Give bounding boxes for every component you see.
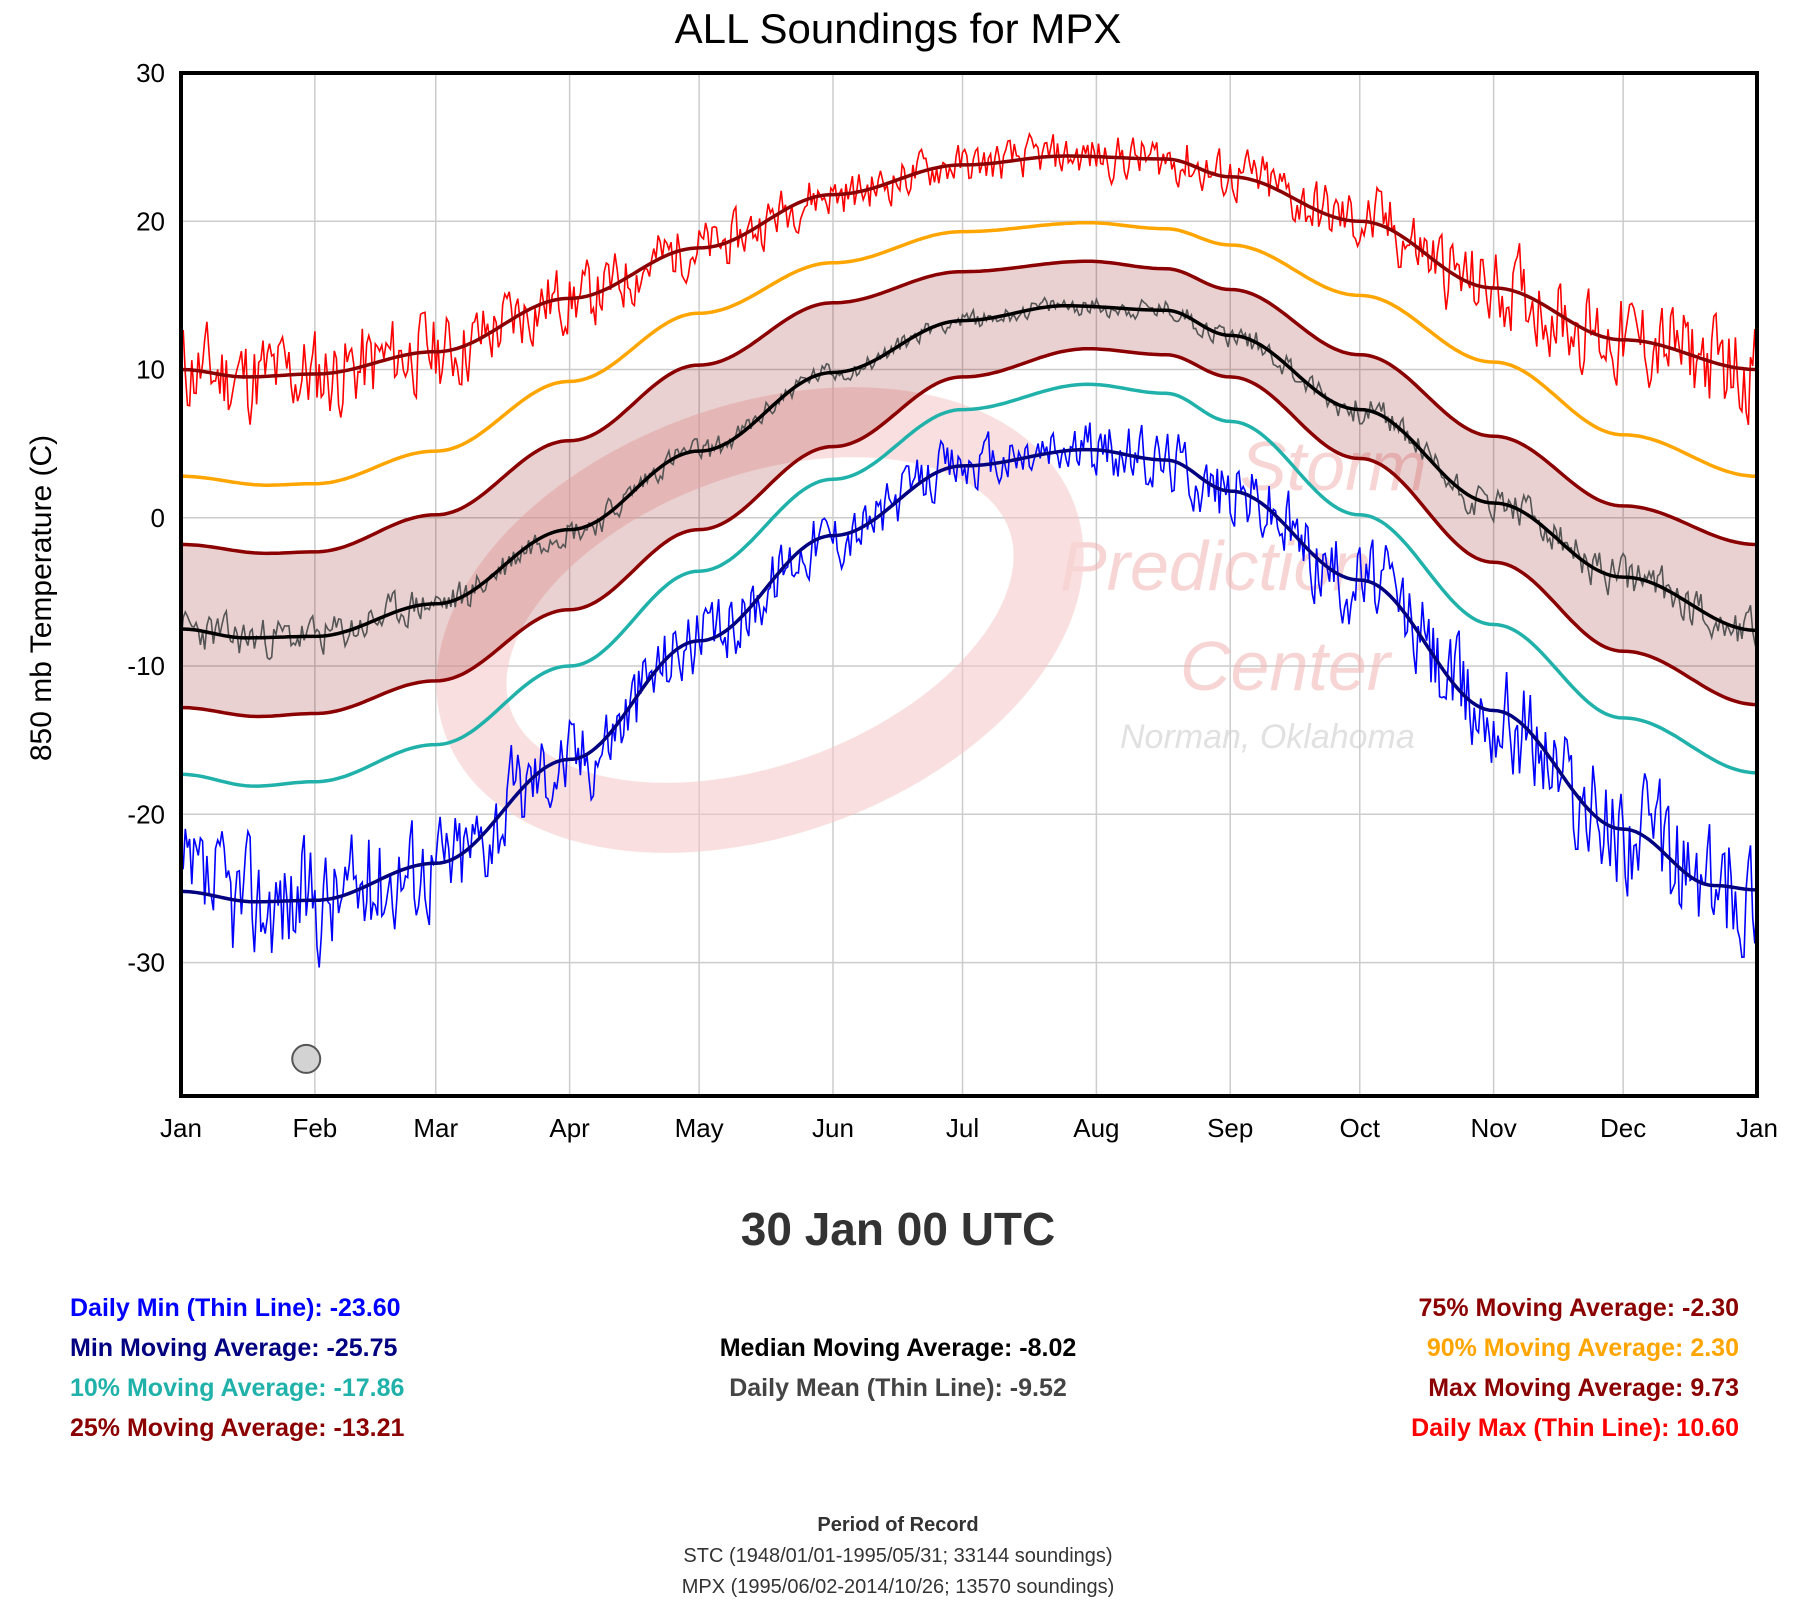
stat-daily-max: Daily Max (Thin Line): 10.60 [1411, 1414, 1739, 1442]
x-tick-label: Jan [160, 1113, 202, 1143]
x-tick-label: Jul [946, 1113, 979, 1143]
period-of-record-line: STC (1948/01/01-1995/05/31; 33144 soundi… [683, 1545, 1113, 1567]
plot-frame [179, 71, 1759, 1098]
stat-75-moving-average: 75% Moving Average: -2.30 [1418, 1294, 1739, 1322]
stat-90-moving-average: 90% Moving Average: 2.30 [1426, 1334, 1739, 1362]
x-tick-label: Feb [292, 1113, 337, 1143]
moving-average-series [180, 154, 1758, 904]
stat-daily-mean: Daily Mean (Thin Line): -9.52 [729, 1374, 1067, 1402]
band-25-75 [181, 261, 1757, 717]
watermark-line-1: Storm [1240, 427, 1427, 505]
period-of-record-title: Period of Record [817, 1514, 979, 1536]
current-day-marker-layer [291, 1043, 322, 1074]
x-tick-label: Nov [1470, 1113, 1516, 1143]
series-25pct-moving-average [181, 347, 1758, 719]
y-tick-label: 0 [151, 503, 165, 533]
y-tick-label: 30 [136, 58, 165, 88]
x-tick-label: Mar [413, 1113, 458, 1143]
temperature-chart: ALL Soundings for MPX 850 mb Temperature… [25, 5, 1778, 1143]
y-tick-label: -20 [127, 799, 165, 829]
x-tick-label: Oct [1340, 1113, 1381, 1143]
stat-median-moving-average: Median Moving Average: -8.02 [719, 1334, 1077, 1362]
x-tick-label: Jun [812, 1113, 854, 1143]
stat-max-moving-average: Max Moving Average: 9.73 [1428, 1374, 1739, 1402]
y-axis-ticks: 30 20 10 0 -10 -20 -30 [127, 58, 165, 978]
stat-min-moving-average: Min Moving Average: -25.75 [70, 1334, 398, 1362]
x-tick-label: Apr [549, 1113, 590, 1143]
x-tick-label: Sep [1207, 1113, 1253, 1143]
x-axis-ticks: Jan Feb Mar Apr May Jun Jul Aug Sep Oct Nov Dec Jan [160, 1113, 1778, 1143]
y-tick-label: 20 [136, 206, 165, 236]
period-of-record-line: MPX (1995/06/02-2014/10/26; 13570 soundi… [681, 1576, 1115, 1598]
series-90pct-moving-average [181, 220, 1758, 487]
y-tick-label: 10 [136, 355, 165, 385]
x-tick-label: Aug [1073, 1113, 1119, 1143]
series-daily-max-thin-line [180, 131, 1758, 426]
x-tick-label: Dec [1600, 1113, 1646, 1143]
watermark-line-3: Center [1180, 627, 1393, 705]
series-max-moving-average [180, 154, 1758, 379]
y-tick-label: -10 [127, 651, 165, 681]
y-axis-label: 850 mb Temperature (C) [25, 435, 58, 761]
spc-watermark: Storm Prediction Center Norman, Oklahoma [436, 387, 1427, 853]
y-tick-label: -30 [127, 948, 165, 978]
stat-25-moving-average: 25% Moving Average: -13.21 [70, 1414, 405, 1442]
series-daily-min-thin-line [180, 422, 1758, 968]
stat-10-moving-average: 10% Moving Average: -17.86 [70, 1374, 405, 1402]
x-tick-label: Jan [1736, 1113, 1778, 1143]
series-median-moving-average [180, 304, 1758, 640]
watermark-line-4: Norman, Oklahoma [1120, 718, 1415, 756]
series-10pct-moving-average [180, 382, 1758, 788]
current-day-marker [291, 1043, 322, 1074]
series-75pct-moving-average [181, 259, 1758, 556]
selected-time: 30 Jan 00 UTC [740, 1203, 1056, 1255]
interquartile-band [181, 261, 1757, 717]
chart-title: ALL Soundings for MPX [675, 5, 1122, 52]
stat-daily-min: Daily Min (Thin Line): -23.60 [70, 1294, 401, 1322]
series-min-moving-average [180, 447, 1758, 904]
x-tick-label: May [675, 1113, 724, 1143]
